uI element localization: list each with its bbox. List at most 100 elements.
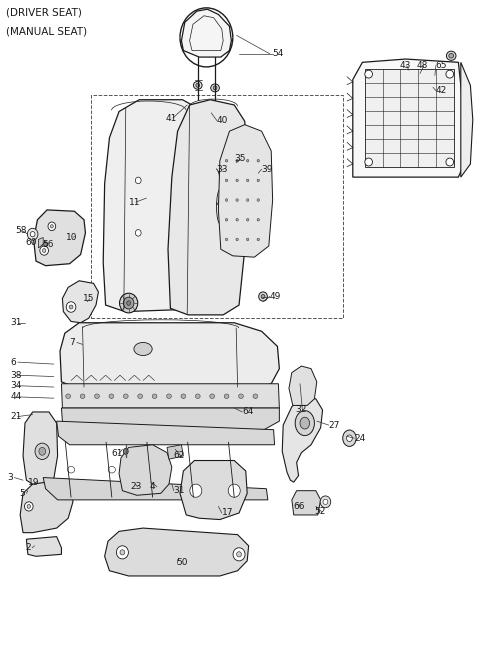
Text: 33: 33 xyxy=(216,165,228,174)
Text: 17: 17 xyxy=(222,508,233,518)
Ellipse shape xyxy=(257,179,259,182)
Ellipse shape xyxy=(123,449,128,454)
Ellipse shape xyxy=(123,394,128,398)
Text: 52: 52 xyxy=(314,507,326,516)
Ellipse shape xyxy=(120,550,125,555)
Ellipse shape xyxy=(247,199,249,201)
Ellipse shape xyxy=(27,504,30,508)
Ellipse shape xyxy=(135,177,141,184)
Ellipse shape xyxy=(123,297,134,309)
Text: (DRIVER SEAT): (DRIVER SEAT) xyxy=(6,8,82,18)
Ellipse shape xyxy=(44,241,48,246)
Ellipse shape xyxy=(152,394,157,398)
Ellipse shape xyxy=(127,300,131,306)
Text: 49: 49 xyxy=(270,292,281,301)
Text: 5: 5 xyxy=(19,489,25,498)
Ellipse shape xyxy=(193,81,202,89)
Ellipse shape xyxy=(259,292,267,301)
Text: 62: 62 xyxy=(174,451,185,461)
Ellipse shape xyxy=(295,411,314,436)
Text: 31: 31 xyxy=(174,486,185,495)
Ellipse shape xyxy=(39,447,46,455)
Polygon shape xyxy=(181,9,231,57)
Ellipse shape xyxy=(247,179,249,182)
Text: 35: 35 xyxy=(234,154,246,163)
Ellipse shape xyxy=(40,246,48,255)
Ellipse shape xyxy=(134,342,152,356)
Ellipse shape xyxy=(247,159,249,162)
Polygon shape xyxy=(365,69,454,167)
Polygon shape xyxy=(60,323,279,388)
Ellipse shape xyxy=(365,70,372,78)
Ellipse shape xyxy=(261,295,265,298)
Ellipse shape xyxy=(236,159,238,162)
Text: 27: 27 xyxy=(329,420,340,430)
Ellipse shape xyxy=(323,499,328,504)
Text: 54: 54 xyxy=(273,49,284,58)
Ellipse shape xyxy=(446,51,456,60)
Text: 2: 2 xyxy=(25,543,31,552)
Text: 38: 38 xyxy=(11,371,22,380)
Polygon shape xyxy=(43,478,268,500)
Polygon shape xyxy=(353,59,463,177)
Text: 44: 44 xyxy=(11,392,22,401)
Ellipse shape xyxy=(24,502,33,511)
Ellipse shape xyxy=(343,430,356,446)
Polygon shape xyxy=(61,408,279,430)
Text: 41: 41 xyxy=(166,113,177,123)
Ellipse shape xyxy=(95,394,99,398)
Polygon shape xyxy=(167,445,183,459)
Ellipse shape xyxy=(181,394,186,398)
Ellipse shape xyxy=(247,218,249,221)
Polygon shape xyxy=(62,281,98,323)
Ellipse shape xyxy=(80,394,85,398)
Text: 3: 3 xyxy=(7,473,13,482)
Polygon shape xyxy=(289,366,317,405)
Polygon shape xyxy=(57,421,275,445)
Ellipse shape xyxy=(66,302,76,312)
Polygon shape xyxy=(105,528,249,576)
Ellipse shape xyxy=(253,394,258,398)
Ellipse shape xyxy=(69,305,73,309)
Text: 58: 58 xyxy=(15,226,27,236)
Text: 31: 31 xyxy=(11,318,22,327)
Ellipse shape xyxy=(213,86,217,90)
Ellipse shape xyxy=(446,70,454,78)
Ellipse shape xyxy=(149,466,156,473)
Polygon shape xyxy=(282,397,323,482)
Ellipse shape xyxy=(108,466,115,473)
Ellipse shape xyxy=(210,394,215,398)
Text: 15: 15 xyxy=(83,294,94,303)
Text: 21: 21 xyxy=(11,412,22,421)
Ellipse shape xyxy=(449,53,454,58)
Text: 34: 34 xyxy=(11,381,22,390)
Ellipse shape xyxy=(50,224,53,228)
Ellipse shape xyxy=(257,238,259,241)
Ellipse shape xyxy=(231,466,238,473)
Ellipse shape xyxy=(27,228,38,240)
Polygon shape xyxy=(103,100,199,312)
Text: 66: 66 xyxy=(294,502,305,511)
Text: 39: 39 xyxy=(262,165,273,174)
Polygon shape xyxy=(180,461,247,520)
Ellipse shape xyxy=(300,417,310,429)
Ellipse shape xyxy=(66,394,71,398)
Polygon shape xyxy=(218,125,273,257)
Text: 7: 7 xyxy=(70,338,75,347)
Polygon shape xyxy=(20,480,73,533)
Ellipse shape xyxy=(236,199,238,201)
Polygon shape xyxy=(119,445,172,495)
Text: 65: 65 xyxy=(436,61,447,70)
Text: 56: 56 xyxy=(42,239,54,249)
Ellipse shape xyxy=(237,552,241,557)
Text: 40: 40 xyxy=(217,116,228,125)
Text: 32: 32 xyxy=(295,405,307,415)
Ellipse shape xyxy=(236,218,238,221)
Text: 61: 61 xyxy=(111,449,123,459)
Text: 43: 43 xyxy=(399,61,411,70)
Ellipse shape xyxy=(239,394,243,398)
Ellipse shape xyxy=(257,159,259,162)
Ellipse shape xyxy=(257,199,259,201)
Ellipse shape xyxy=(135,230,141,236)
Ellipse shape xyxy=(236,238,238,241)
